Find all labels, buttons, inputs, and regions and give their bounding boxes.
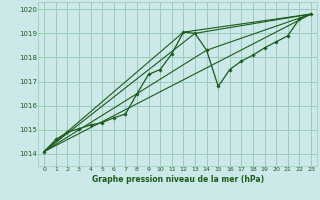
X-axis label: Graphe pression niveau de la mer (hPa): Graphe pression niveau de la mer (hPa) — [92, 175, 264, 184]
